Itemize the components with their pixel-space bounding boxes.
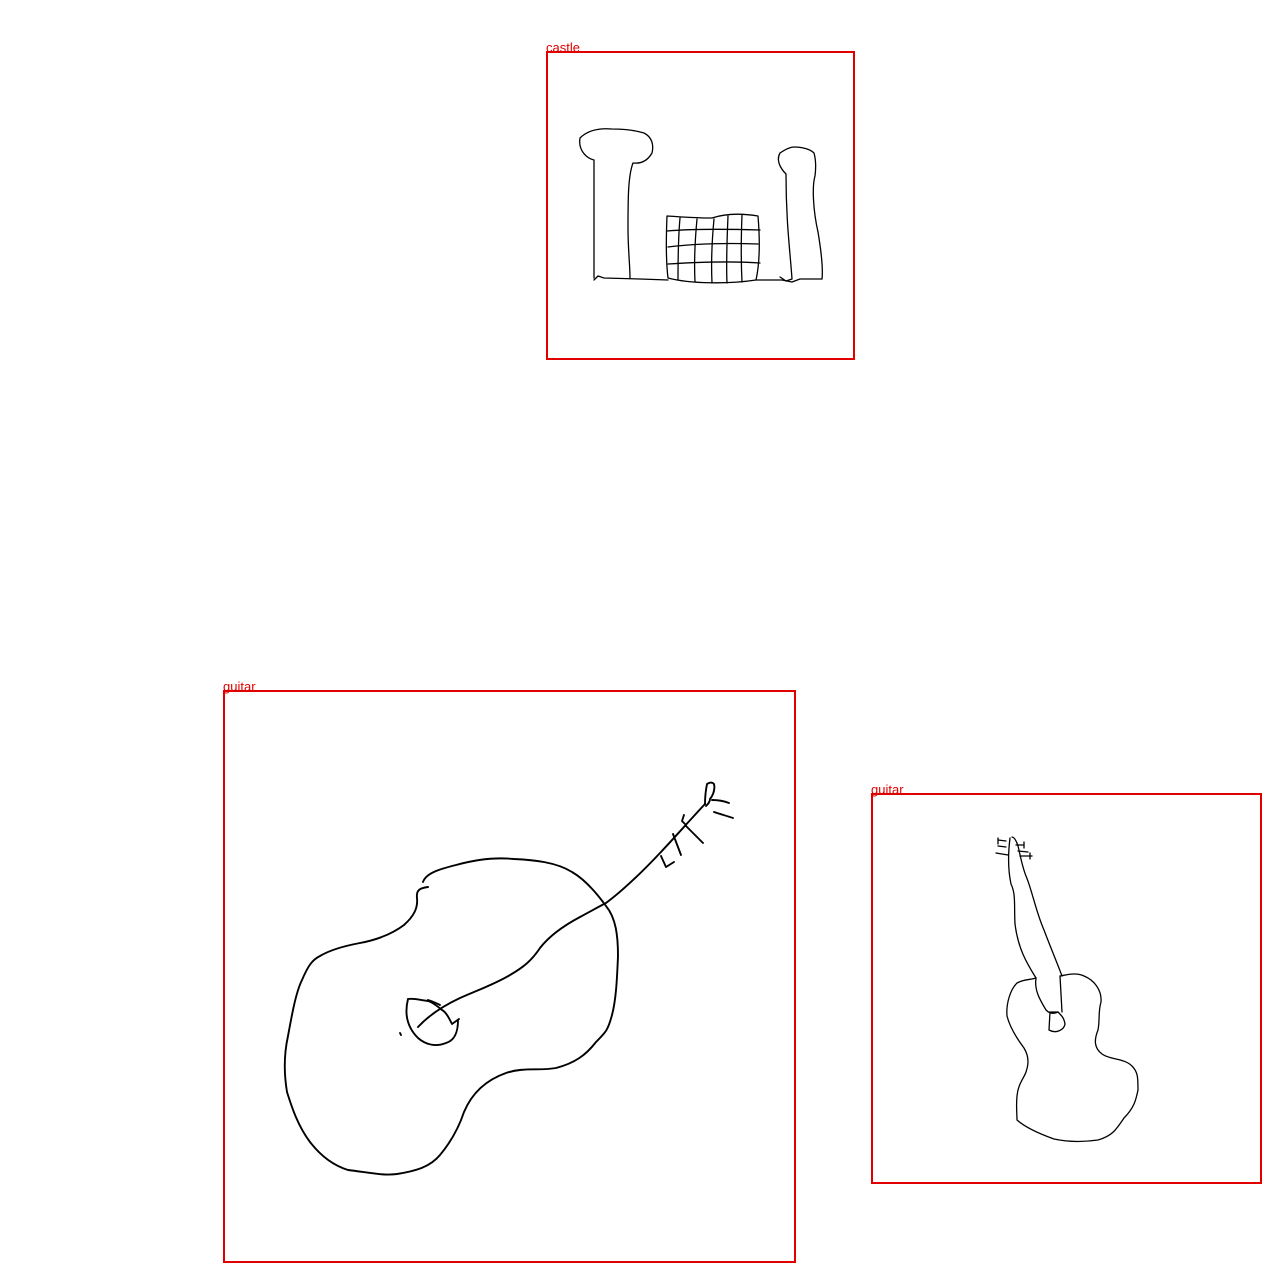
castle-gate-outline	[665, 213, 760, 284]
castle-gate-row2	[667, 242, 759, 248]
guitar-large-headstock	[704, 781, 716, 807]
castle-gate-col5	[740, 214, 743, 283]
guitar-small-neck-left	[1007, 837, 1037, 979]
castle-box-label: castle	[546, 40, 580, 55]
guitar-small-peg-left-1	[997, 839, 1007, 842]
guitar-small-peg-right-2	[1017, 850, 1029, 853]
guitar-large-bridge-detail	[427, 999, 441, 1006]
guitar-large-tuning-peg-4	[681, 814, 687, 826]
guitar-large-dot	[399, 1032, 402, 1036]
castle-gate-col4	[725, 215, 729, 284]
guitar-large-detection-box	[223, 690, 796, 1263]
guitar-small-peg-left-3	[995, 852, 1009, 856]
castle-gate-col3	[710, 218, 715, 284]
guitar-large-tuning-peg-6	[660, 855, 675, 868]
guitar-small-bridge	[1048, 1011, 1066, 1033]
guitar-large-tuning-peg-2	[713, 811, 734, 819]
guitar-small-string	[1059, 975, 1063, 1013]
guitar-small-neck-right	[1011, 836, 1063, 977]
guitar-large-sketch	[283, 781, 734, 1176]
guitar-large-tuning-peg-5	[672, 833, 682, 856]
guitar-small-box-label: guitar	[871, 782, 904, 797]
guitar-small-peg-ticks	[997, 837, 1031, 860]
guitar-small-sketch	[995, 836, 1139, 1143]
guitar-small-detection-box	[871, 793, 1262, 1184]
guitar-large-tuning-peg-3	[685, 825, 704, 844]
castle-detection-box	[546, 51, 855, 360]
guitar-large-box-label: guitar	[223, 679, 256, 694]
guitar-large-body	[283, 857, 619, 1176]
guitar-large-tuning-peg-1	[711, 799, 730, 804]
castle-left-tower	[579, 128, 654, 279]
guitar-small-fret-edge	[1034, 977, 1059, 1014]
guitar-small-peg-left-2	[997, 845, 1007, 848]
castle-sketch	[579, 128, 824, 284]
guitar-large-bridge	[405, 997, 460, 1046]
castle-right-tower	[777, 146, 824, 282]
castle-gate-row1	[666, 228, 761, 232]
castle-gate-row3	[667, 261, 761, 265]
castle-gate-col1	[677, 217, 681, 281]
guitar-large-neck	[417, 803, 706, 1028]
castle-gate-col2	[693, 218, 698, 283]
castle-ground	[593, 275, 669, 281]
castle-ground-right	[755, 278, 823, 283]
guitar-small-body	[1006, 973, 1139, 1143]
